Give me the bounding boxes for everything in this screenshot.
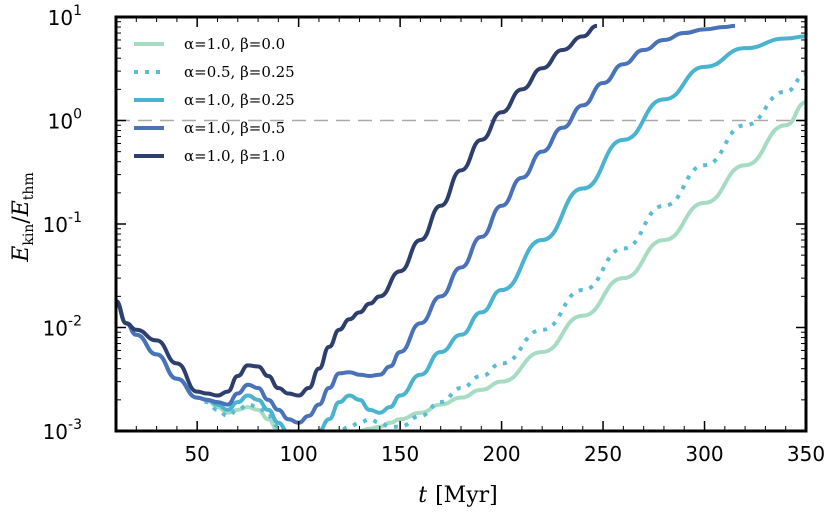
x-axis-label: t [Myr] (418, 483, 497, 508)
x-axis-label-unit: [Myr] (435, 483, 498, 508)
series-line-4 (116, 23, 736, 425)
legend-label-5: α=1.0, β=1.0 (184, 147, 285, 165)
axes: 50 100 150 200 250 300 350 10-3 10-2 10-1 100 101 (43, 3, 826, 466)
y-axis-label-den-sub: thm (21, 172, 37, 200)
series-group (116, 23, 806, 431)
x-tick-label: 100 (280, 442, 318, 466)
y-tick-label: 10-1 (43, 210, 82, 237)
legend-label-1: α=1.0, β=0.0 (184, 35, 285, 53)
y-tick-label: 10-3 (43, 417, 82, 444)
x-axis-label-var: t (418, 483, 427, 508)
y-axis-label-num-sub: kin (21, 224, 37, 246)
svg-text:Ekin/Ethm: Ekin/Ethm (9, 172, 37, 262)
legend-label-2: α=0.5, β=0.25 (184, 63, 295, 81)
legend: α=1.0, β=0.0 α=0.5, β=0.25 α=1.0, β=0.25 α=… (134, 35, 295, 165)
y-tick-label: 100 (48, 107, 82, 134)
y-tick-label: 101 (48, 3, 82, 30)
x-tick-label: 150 (381, 442, 419, 466)
y-tick-label: 10-2 (43, 314, 82, 341)
series-line-5 (116, 23, 598, 398)
y-axis-label-den: E (9, 200, 34, 217)
x-tick-label: 350 (787, 442, 825, 466)
series-line-2 (116, 72, 806, 431)
legend-label-3: α=1.0, β=0.25 (184, 91, 295, 109)
plot-area (116, 23, 806, 431)
x-tick-label: 200 (482, 442, 520, 466)
x-tick-label: 250 (584, 442, 622, 466)
x-tick-label: 300 (685, 442, 723, 466)
y-axis-label: Ekin/Ethm (9, 172, 37, 262)
legend-label-4: α=1.0, β=0.5 (184, 119, 285, 137)
x-tick-label: 50 (184, 442, 209, 466)
y-axis-label-num: E (9, 246, 34, 263)
